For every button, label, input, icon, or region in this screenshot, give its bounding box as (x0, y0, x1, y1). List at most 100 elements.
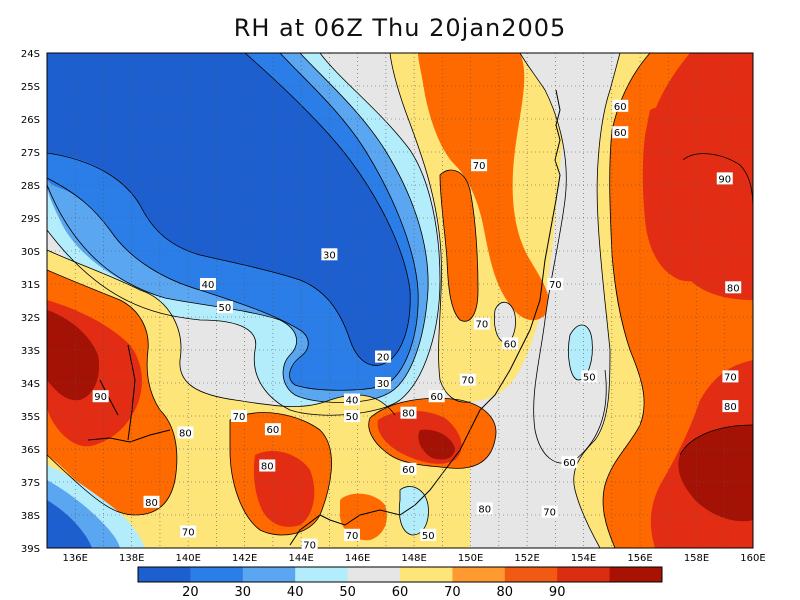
latitude-labels: 24S 25S 26S 27S 28S 29S 30S 31S 32S 33S 34S 35S 36S 3… (21, 49, 40, 555)
contour-label: 50 (420, 528, 437, 542)
contour-label-text: 80 (145, 498, 158, 509)
contour-label-text: 60 (563, 458, 576, 469)
rh-region-20 (47, 53, 411, 366)
contour-label: 70 (473, 317, 490, 331)
lat-tick-label: 26S (21, 115, 40, 126)
contour-label-text: 70 (461, 376, 474, 387)
contour-label: 60 (561, 456, 578, 469)
lat-tick-label: 34S (21, 379, 40, 390)
contour-label: 50 (216, 301, 233, 314)
contour-label: 70 (722, 370, 739, 383)
contour-label-text: 60 (504, 339, 517, 350)
contour-label-text: 90 (94, 392, 107, 403)
contour-label: 30 (375, 377, 392, 390)
lon-tick-label: 140E (175, 553, 200, 564)
rh-region-sw-corner-20 (47, 500, 92, 548)
contour-label-text: 60 (267, 425, 280, 436)
colorbar-swatch (295, 567, 349, 582)
lat-tick-label: 32S (21, 313, 40, 324)
contour-label: 30 (321, 248, 338, 261)
contour-label-text: 40 (346, 396, 359, 407)
lon-tick-label: 138E (119, 553, 144, 564)
lon-tick-label: 144E (288, 553, 313, 564)
rh-region-60-ne (520, 53, 620, 464)
lat-tick-label: 35S (21, 412, 40, 423)
map-frame (46, 52, 754, 549)
lon-tick-label: 160E (740, 553, 765, 564)
colorbar-label: 80 (497, 585, 514, 600)
contour-label-text: 20 (377, 353, 390, 364)
contour-label-text: 70 (724, 372, 737, 383)
lon-tick-label: 156E (627, 553, 652, 564)
contour-label-text: 70 (182, 528, 195, 539)
lat-tick-label: 28S (21, 181, 40, 192)
contour-label: 50 (581, 370, 598, 383)
contour-label: 70 (459, 373, 476, 387)
contour-label-text: 50 (219, 303, 232, 314)
contour-label: 70 (541, 505, 558, 519)
contour-label-text: 80 (261, 462, 274, 473)
lat-tick-label: 24S (21, 49, 40, 60)
lat-tick-label: 37S (21, 478, 40, 489)
rh-region-80-s2 (340, 493, 387, 541)
colorbar-swatch (609, 567, 663, 582)
contour-label: 80 (400, 406, 417, 420)
colorbar: 20 30 40 50 60 70 80 90 (137, 566, 663, 600)
colorbar-swatch (190, 567, 244, 582)
rh-region-100-east-s (678, 425, 753, 522)
contour-label-text: 80 (727, 283, 740, 294)
contour-label: 80 (725, 281, 742, 294)
contour-label: 80 (722, 400, 739, 413)
colorbar-frame (137, 566, 663, 583)
rh-region-50-ne (568, 324, 593, 380)
colorbar-label: 60 (392, 585, 409, 600)
lon-tick-label: 150E (458, 553, 483, 564)
lon-tick-label: 154E (571, 553, 596, 564)
contour-label-text: 60 (402, 465, 415, 476)
contour-label: 90 (716, 172, 733, 185)
contour-label-text: 30 (323, 250, 336, 261)
contour-label-text: 70 (233, 412, 246, 423)
contour-label: 40 (199, 278, 216, 291)
lat-tick-label: 31S (21, 280, 40, 291)
colorbar-label: 90 (549, 585, 566, 600)
contour-label: 60 (502, 337, 519, 350)
contour-label-text: 50 (346, 412, 359, 423)
contour-label: 70 (471, 159, 488, 172)
colorbar-swatch (242, 567, 296, 582)
contour-label: 70 (547, 278, 564, 291)
lat-tick-label: 33S (21, 346, 40, 357)
lon-tick-label: 142E (232, 553, 257, 564)
contour-label-text: 80 (478, 504, 491, 515)
contour-label: 60 (612, 126, 629, 139)
contour-label-text: 40 (202, 280, 215, 291)
contour-label-text: 70 (549, 280, 562, 291)
contour-label-text: 70 (476, 320, 489, 331)
lon-tick-label: 136E (63, 553, 88, 564)
contour-label-text: 70 (543, 508, 556, 519)
colorbar-swatch (557, 567, 611, 582)
colorbar-label: 30 (235, 585, 252, 600)
contour-label-text: 50 (583, 372, 596, 383)
longitude-labels: 136E 138E 140E 142E 144E 146E 148E 150E 152E 154E… (63, 553, 766, 564)
filled-contours (47, 53, 753, 548)
contour-label: 70 (301, 538, 318, 552)
lat-tick-label: 38S (21, 511, 40, 522)
contour-label-text: 90 (718, 174, 731, 185)
map-title: RH at 06Z Thu 20jan2005 (233, 14, 567, 42)
contour-label-text: 70 (473, 161, 486, 172)
contour-label: 80 (143, 495, 160, 509)
contour-label: 20 (375, 350, 392, 364)
colorbar-swatch (400, 567, 453, 582)
rh-region-100-sw (47, 310, 100, 401)
contour-label: 40 (343, 393, 360, 407)
contour-label: 80 (177, 426, 194, 440)
contour-label-text: 60 (614, 128, 627, 139)
contour-label: 80 (476, 502, 493, 515)
contour-label-text: 70 (346, 531, 359, 542)
lat-tick-label: 39S (21, 544, 40, 555)
contour-label-text: 80 (179, 429, 192, 440)
colorbar-swatch (347, 567, 401, 582)
colorbar-swatch (504, 567, 558, 582)
